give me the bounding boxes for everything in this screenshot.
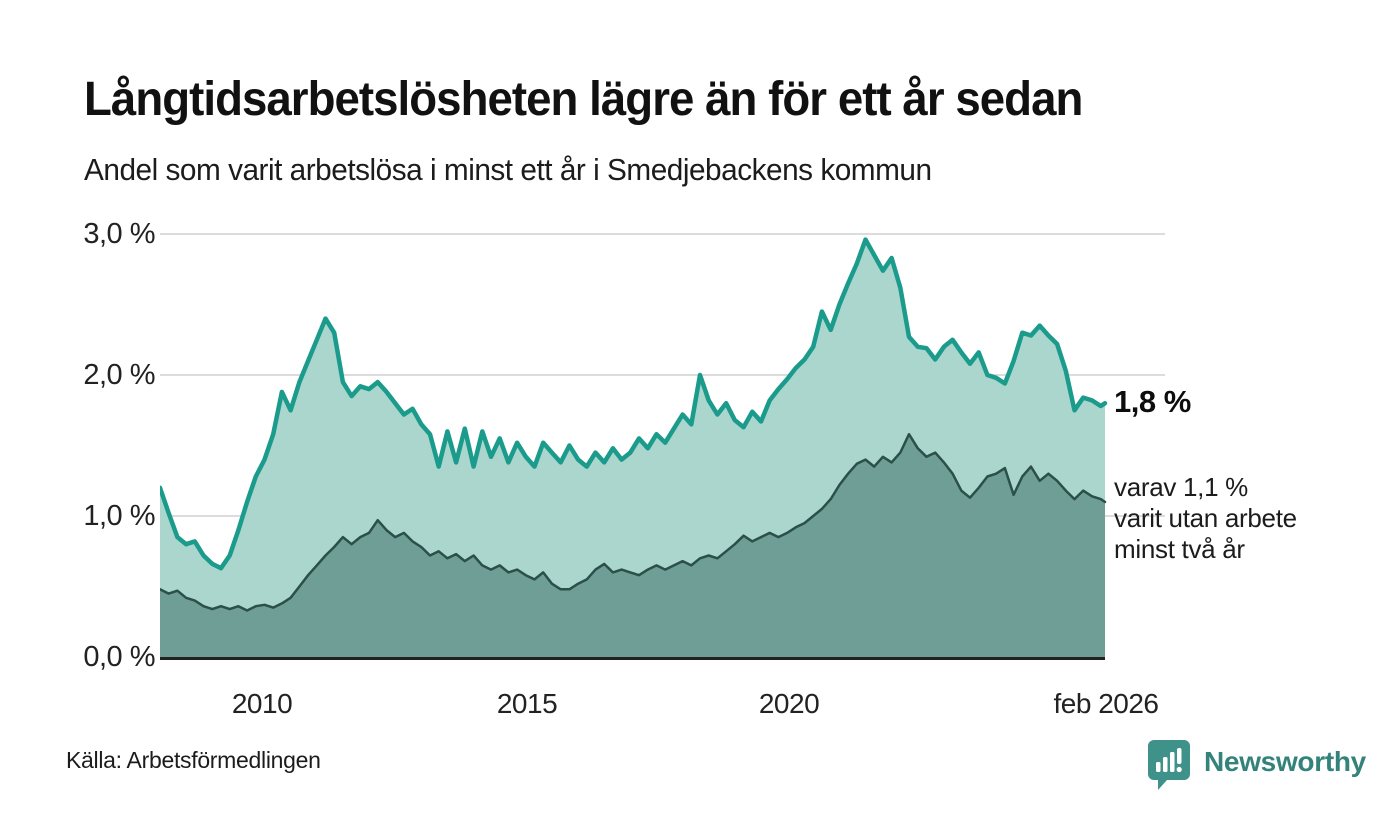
unemployment-area-chart	[157, 210, 1165, 660]
source-attribution: Källa: Arbetsförmedlingen	[66, 747, 321, 773]
x-axis-tick-feb-2026: feb 2026	[1053, 688, 1160, 719]
two-year-note-label: varav 1,1 % varit utan arbete minst två …	[1114, 472, 1297, 564]
chart-svg	[157, 233, 1165, 660]
latest-value-label: 1,8 %	[1114, 384, 1191, 419]
newsworthy-logo[interactable]: Newsworthy	[1146, 738, 1366, 792]
newsworthy-logo-text: Newsworthy	[1204, 746, 1366, 777]
y-axis-tick-3: 3,0 %	[83, 218, 155, 250]
x-axis-tick-2015: 2015	[496, 688, 558, 719]
x-axis-tick-2020: 2020	[758, 688, 820, 719]
y-axis-tick-1: 1,0 %	[83, 500, 155, 532]
x-axis-tick-2010: 2010	[231, 688, 293, 719]
newsworthy-logo-icon	[1148, 740, 1190, 790]
y-axis-tick-2: 2,0 %	[83, 359, 155, 391]
y-axis-tick-0: 0,0 %	[83, 641, 155, 673]
page-title: Långtidsarbetslösheten lägre än för ett …	[84, 73, 1083, 126]
page-subtitle: Andel som varit arbetslösa i minst ett å…	[84, 152, 932, 187]
